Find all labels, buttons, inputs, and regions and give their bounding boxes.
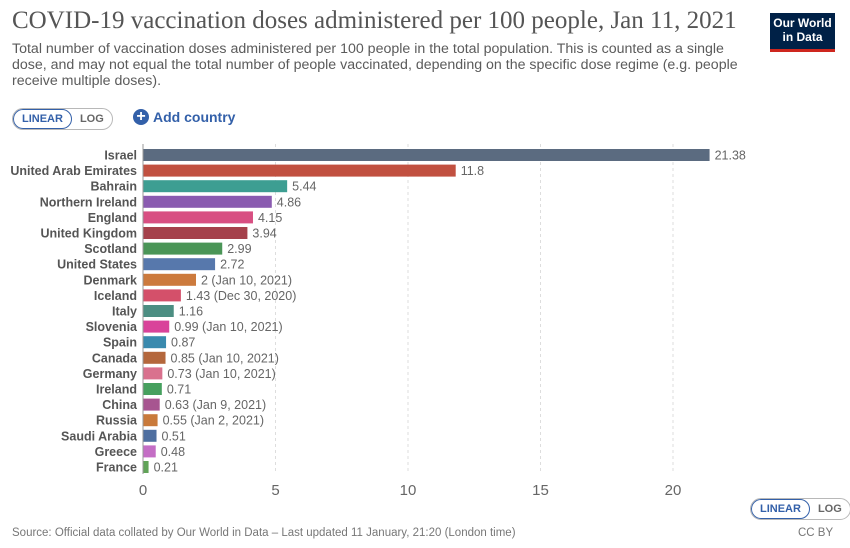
top-log-button[interactable]: LOG <box>79 113 104 125</box>
bar <box>143 195 272 208</box>
add-country-label: Add country <box>153 109 236 125</box>
category-label: Iceland <box>94 289 137 303</box>
bar <box>143 383 162 395</box>
bar <box>143 429 157 442</box>
value-label: 0.71 <box>167 383 191 397</box>
category-label: Germany <box>83 367 137 381</box>
category-label: Saudi Arabia <box>61 429 138 443</box>
x-tick-label: 0 <box>139 482 147 499</box>
category-label: Russia <box>96 414 138 428</box>
bar <box>143 305 174 317</box>
bar <box>143 461 149 473</box>
category-label: Greece <box>95 445 137 459</box>
category-label: Slovenia <box>86 320 138 334</box>
category-label: Ireland <box>96 383 137 397</box>
x-tick-label: 20 <box>665 482 682 499</box>
value-label: 4.86 <box>277 195 301 209</box>
category-label: England <box>88 211 137 225</box>
top-linear-button[interactable]: LINEAR <box>13 109 72 129</box>
owid-logo[interactable]: Our World in Data <box>770 13 835 52</box>
bar <box>143 149 710 161</box>
value-label: 0.55 (Jan 2, 2021) <box>163 414 264 428</box>
chart-subtitle: Total number of vaccination doses admini… <box>12 41 738 89</box>
bar <box>143 445 156 458</box>
bar-chart: 0 5 10 15 20 Israel 21.38 United Arab Emirates 1… <box>10 144 746 499</box>
value-label: 1.43 (Dec 30, 2020) <box>186 289 297 303</box>
plus-icon: + <box>133 109 149 125</box>
value-label: 4.15 <box>258 211 282 225</box>
category-label: United Arab Emirates <box>10 164 137 178</box>
value-label: 1.16 <box>179 305 203 319</box>
bar <box>143 242 223 255</box>
category-label: Denmark <box>84 273 138 287</box>
category-label: United Kingdom <box>40 227 137 241</box>
value-label: 0.73 (Jan 10, 2021) <box>167 367 275 381</box>
value-label: 11.8 <box>461 164 484 178</box>
bar <box>143 398 160 411</box>
category-label: Israel <box>104 149 137 163</box>
value-label: 2.99 <box>227 242 251 256</box>
x-tick-label: 5 <box>271 482 279 499</box>
bar <box>143 164 456 177</box>
chart-title: COVID-19 vaccination doses administered … <box>12 7 737 34</box>
bottom-log-button[interactable]: LOG <box>817 503 842 515</box>
value-label: 21.38 <box>715 149 746 163</box>
logo-line-1: Our World <box>773 16 832 30</box>
bar <box>143 320 170 333</box>
value-label: 2 (Jan 10, 2021) <box>201 273 292 287</box>
bottom-linear-button[interactable]: LINEAR <box>751 499 810 519</box>
category-label: Northern Ireland <box>40 195 137 209</box>
top-scale-toggle: LINEAR LOG <box>12 108 113 130</box>
value-label: 2.72 <box>220 258 244 272</box>
x-tick-label: 15 <box>532 482 549 499</box>
category-label: Scotland <box>84 242 137 256</box>
category-label: Italy <box>112 305 137 319</box>
category-label: Bahrain <box>90 180 137 194</box>
bar <box>143 289 181 302</box>
logo-line-2: in Data <box>782 30 823 44</box>
value-label: 0.51 <box>162 429 186 443</box>
category-label: United States <box>57 258 137 272</box>
value-label: 0.85 (Jan 10, 2021) <box>171 351 279 365</box>
value-label: 0.21 <box>154 461 178 475</box>
license-label[interactable]: CC BY <box>798 527 834 539</box>
bar <box>143 211 253 224</box>
value-label: 3.94 <box>252 227 276 241</box>
category-label: Spain <box>103 336 137 350</box>
value-label: 0.63 (Jan 9, 2021) <box>165 398 266 412</box>
category-label: Canada <box>92 351 138 365</box>
bar <box>143 414 158 427</box>
bar <box>143 258 216 271</box>
bar <box>143 227 248 239</box>
category-label: China <box>102 398 138 412</box>
bottom-scale-toggle: LINEAR LOG <box>750 498 850 520</box>
bar <box>143 367 163 380</box>
value-label: 5.44 <box>292 180 316 194</box>
bar <box>143 336 167 349</box>
bar <box>143 351 166 364</box>
value-label: 0.48 <box>161 445 185 459</box>
bar <box>143 273 196 286</box>
value-label: 0.87 <box>171 336 195 350</box>
bar <box>143 180 288 193</box>
source-note[interactable]: Source: Official data collated by Our Wo… <box>12 527 516 539</box>
add-country-button[interactable]: + Add country <box>133 109 235 125</box>
x-tick-label: 10 <box>400 482 417 499</box>
category-label: France <box>96 461 137 475</box>
value-label: 0.99 (Jan 10, 2021) <box>174 320 282 334</box>
